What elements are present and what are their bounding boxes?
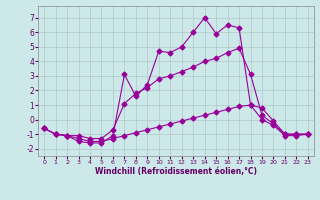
X-axis label: Windchill (Refroidissement éolien,°C): Windchill (Refroidissement éolien,°C) bbox=[95, 167, 257, 176]
